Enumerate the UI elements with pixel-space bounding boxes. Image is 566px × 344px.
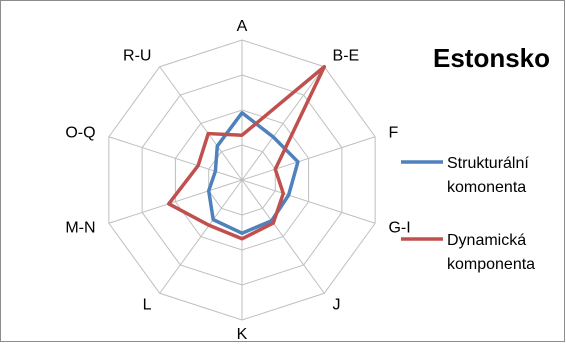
axis-label-k: K (237, 326, 248, 343)
legend-label-1: Dynamická komponenta (447, 232, 535, 273)
axis-label-l: L (143, 297, 152, 314)
grid-spoke-1 (241, 66, 325, 181)
series-line-0 (206, 111, 300, 235)
legend: Strukturální komonenta Dynamická komponenta (401, 155, 535, 273)
grid-spoke-2 (241, 136, 376, 181)
legend-label-0: Strukturální komonenta (447, 155, 529, 196)
axis-label-b-e: B-E (333, 47, 360, 64)
axis-label-g-i: G-I (388, 220, 410, 237)
axis-label-o-q: O-Q (65, 124, 95, 141)
grid-spoke-9 (159, 66, 243, 181)
radar-series-lines (167, 64, 327, 241)
radar-axis-labels: A B-E F G-I J K L M-N O-Q R-U (65, 18, 410, 343)
series-line-1 (167, 64, 327, 241)
radar-grid (108, 39, 376, 321)
axis-label-r-u: R-U (123, 47, 151, 64)
axis-label-j: J (333, 297, 341, 314)
grid-spoke-8 (108, 136, 243, 181)
grid-spoke-3 (241, 179, 376, 224)
grid-spoke-6 (159, 179, 243, 294)
axis-label-f: F (388, 124, 398, 141)
axis-label-a: A (237, 18, 248, 35)
grid-spoke-4 (241, 179, 325, 294)
grid-spoke-7 (108, 179, 243, 224)
axis-label-m-n: M-N (65, 220, 95, 237)
chart-title: Estonsko (433, 43, 550, 73)
